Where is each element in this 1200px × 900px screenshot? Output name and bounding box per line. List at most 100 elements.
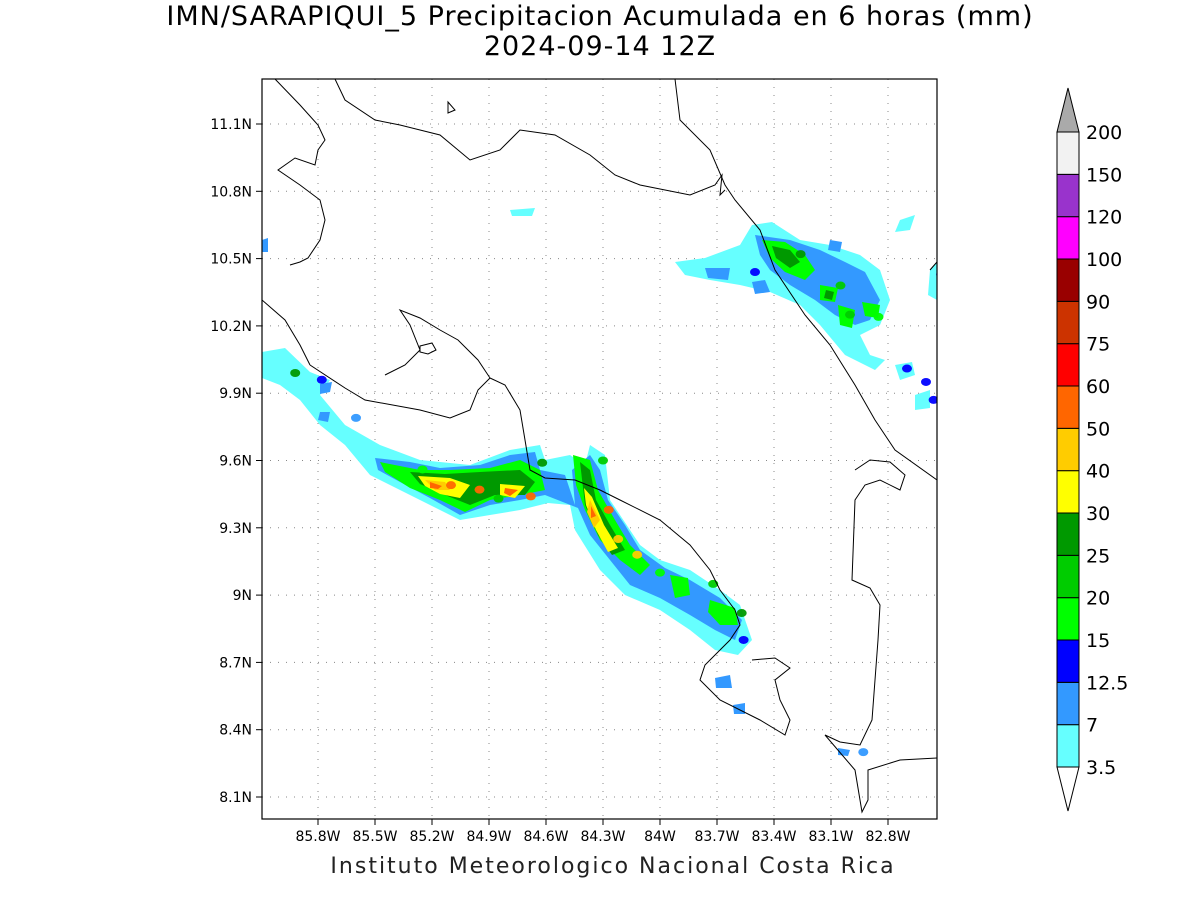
colorbar-swatch xyxy=(1056,300,1080,345)
axis-ticks: 11.1N 10.8N 10.5N 10.2N 9.9N 9.6N 9.3N 9N 8.7N 8.… xyxy=(210,117,910,845)
colorbar-label: 60 xyxy=(1086,376,1110,398)
rain-area-caribbean-25mm xyxy=(772,246,834,300)
rain-cell xyxy=(835,281,846,290)
lon-tick-label: 84.9W xyxy=(466,829,511,845)
colorbar-label: 20 xyxy=(1086,588,1110,610)
rain-cell xyxy=(613,535,624,544)
colorbar-label: 50 xyxy=(1086,418,1110,440)
lat-tick-label: 9.3N xyxy=(219,521,252,537)
gulf-of-nicoya xyxy=(309,308,491,419)
colorbar-swatch xyxy=(1056,470,1080,514)
lon-tick-label: 85.5W xyxy=(352,829,397,845)
map-frame xyxy=(261,78,938,820)
rain-cell xyxy=(936,272,937,277)
rain-cell xyxy=(603,505,614,514)
colorbar-label: 40 xyxy=(1086,461,1110,483)
colorbar: 3.5 7 12.5 15 20 25 30 40 50 60 75 90 100 120 150 200 xyxy=(1056,87,1128,812)
colorbar-swatch xyxy=(1056,258,1080,302)
lon-tick-label: 85.8W xyxy=(295,829,340,845)
lon-tick-label: 83.1W xyxy=(808,829,853,845)
colorbar-under-triangle xyxy=(1056,766,1080,812)
colorbar-swatch xyxy=(1056,343,1080,387)
lat-tick-label: 8.4N xyxy=(219,723,252,739)
colorbar-swatch xyxy=(1056,512,1080,556)
rain-cell xyxy=(858,748,869,757)
lat-tick-label: 10.5N xyxy=(210,252,252,268)
rain-cell xyxy=(446,481,456,490)
lon-tick-label: 84.6W xyxy=(523,829,568,845)
colorbar-swatch xyxy=(1056,597,1080,641)
colorbar-label: 30 xyxy=(1086,503,1110,525)
rain-cell xyxy=(351,413,361,422)
panama-border-coast xyxy=(824,459,937,814)
colorbar-label: 100 xyxy=(1086,249,1122,271)
colorbar-swatch xyxy=(1056,724,1080,768)
osa-peninsula xyxy=(699,649,791,736)
lat-tick-label: 9.6N xyxy=(219,454,252,470)
colorbar-label: 120 xyxy=(1086,207,1122,229)
small-island xyxy=(447,100,456,114)
colorbar-swatch xyxy=(1056,173,1080,218)
lon-tick-label: 84.3W xyxy=(580,829,625,845)
lat-tick-label: 11.1N xyxy=(210,117,252,133)
lat-tick-label: 10.8N xyxy=(210,184,252,200)
rain-cell xyxy=(795,250,806,259)
rain-cell xyxy=(736,609,747,618)
colorbar-label: 7 xyxy=(1086,715,1098,737)
colorbar-label: 90 xyxy=(1086,291,1110,313)
lake-nicaragua-shore xyxy=(334,79,726,197)
coastlines xyxy=(262,79,937,814)
lat-tick-label: 9N xyxy=(233,588,252,604)
rain-cell xyxy=(873,312,884,321)
rain-cell xyxy=(537,458,548,467)
rain-cell xyxy=(655,568,665,577)
rain-cell xyxy=(474,485,485,494)
colorbar-label: 12.5 xyxy=(1086,672,1128,694)
nicoya-island xyxy=(419,342,437,355)
puntarenas-coast xyxy=(489,377,741,651)
colorbar-swatch xyxy=(1056,639,1080,683)
rain-area-caribbean-7mm xyxy=(705,235,880,325)
lat-tick-label: 8.1N xyxy=(219,790,252,806)
rain-cell xyxy=(525,492,536,501)
lat-tick-label: 8.7N xyxy=(219,655,252,671)
rain-cell xyxy=(493,494,504,503)
caribbean-coast xyxy=(674,79,937,481)
colorbar-label: 15 xyxy=(1086,630,1110,652)
colorbar-label: 150 xyxy=(1086,164,1122,186)
rain-cell xyxy=(928,395,937,404)
nicaragua-costarica-border xyxy=(262,299,311,366)
rain-cell xyxy=(738,635,749,644)
nicaragua-coast-north xyxy=(274,79,326,266)
rain-cell xyxy=(902,364,912,373)
caribbean-inlet xyxy=(929,261,937,271)
rain-cell xyxy=(290,369,301,378)
colorbar-swatch xyxy=(1056,216,1080,260)
rainfall-shading xyxy=(262,208,937,757)
rain-cell xyxy=(632,550,643,559)
lon-tick-label: 85.2W xyxy=(409,829,454,845)
lon-tick-label: 82.8W xyxy=(865,829,910,845)
rain-cell xyxy=(845,310,855,319)
lon-tick-label: 83.4W xyxy=(751,829,796,845)
lat-tick-label: 9.9N xyxy=(219,386,252,402)
rain-cell xyxy=(921,377,931,386)
rain-cell xyxy=(598,456,608,465)
lon-tick-label: 83.7W xyxy=(694,829,739,845)
rain-area-pacific-40mm xyxy=(425,480,600,528)
map-title: IMN/SARAPIQUI_5 Precipitacion Acumulada … xyxy=(166,1,1034,32)
map-subtitle-date: 2024-09-14 12Z xyxy=(483,31,717,62)
lon-tick-label: 84W xyxy=(644,829,676,845)
rain-cell xyxy=(417,465,428,474)
colorbar-label: 25 xyxy=(1086,545,1110,567)
rain-cell xyxy=(316,375,327,384)
rain-cell xyxy=(750,268,760,277)
colorbar-swatch xyxy=(1056,681,1080,726)
colorbar-swatch xyxy=(1056,131,1080,175)
colorbar-swatch xyxy=(1056,554,1080,599)
colorbar-label: 200 xyxy=(1086,122,1122,144)
colorbar-swatch xyxy=(1056,427,1080,472)
credit-text: Instituto Meteorologico Nacional Costa R… xyxy=(330,854,896,879)
colorbar-over-triangle xyxy=(1056,87,1080,133)
